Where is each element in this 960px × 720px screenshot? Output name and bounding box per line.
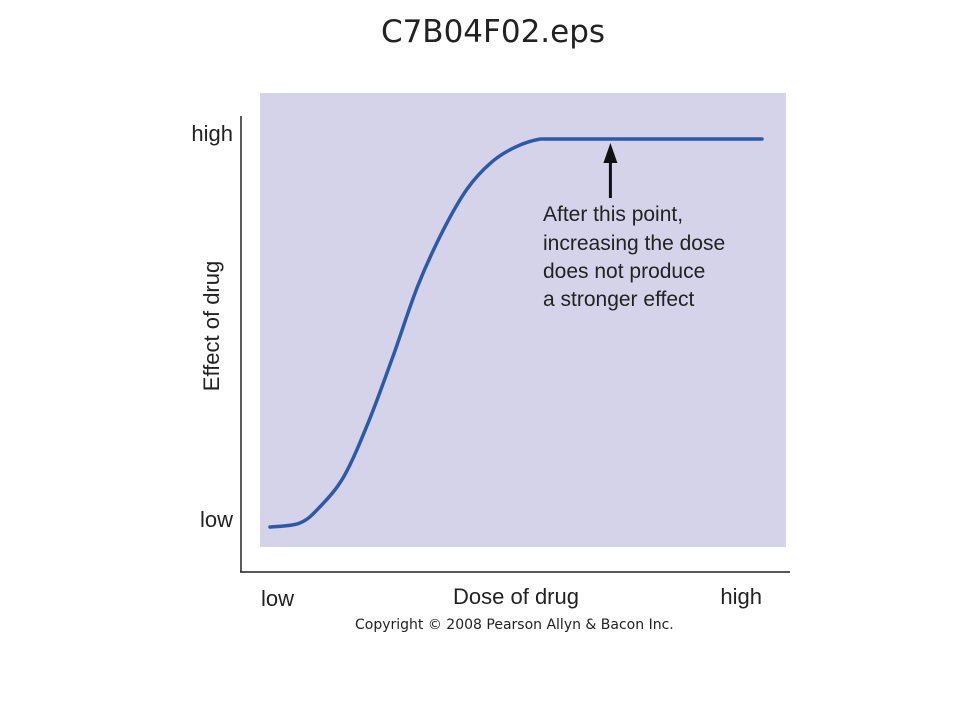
- annotation-line-4: a stronger effect: [543, 288, 695, 311]
- y-tick-low: low: [200, 507, 233, 532]
- dose-response-curve: [268, 137, 764, 529]
- y-axis-label: Effect of drug: [199, 261, 224, 391]
- annotation-line-1: After this point,: [543, 203, 683, 226]
- annotation-arrow-head: [603, 143, 618, 163]
- x-tick-high: high: [720, 584, 762, 609]
- x-tick-low: low: [261, 586, 294, 611]
- annotation-line-3: does not produce: [543, 260, 705, 283]
- y-tick-high: high: [191, 121, 233, 146]
- plateau-annotation: After this point, increasing the dose do…: [543, 143, 725, 311]
- chart-title: C7B04F02.eps: [380, 14, 606, 50]
- copyright-notice: Copyright © 2008 Pearson Allyn & Bacon I…: [355, 617, 674, 633]
- annotation-line-2: increasing the dose: [543, 232, 725, 255]
- x-axis-label: Dose of drug: [453, 584, 579, 609]
- plot-panel: [260, 93, 786, 547]
